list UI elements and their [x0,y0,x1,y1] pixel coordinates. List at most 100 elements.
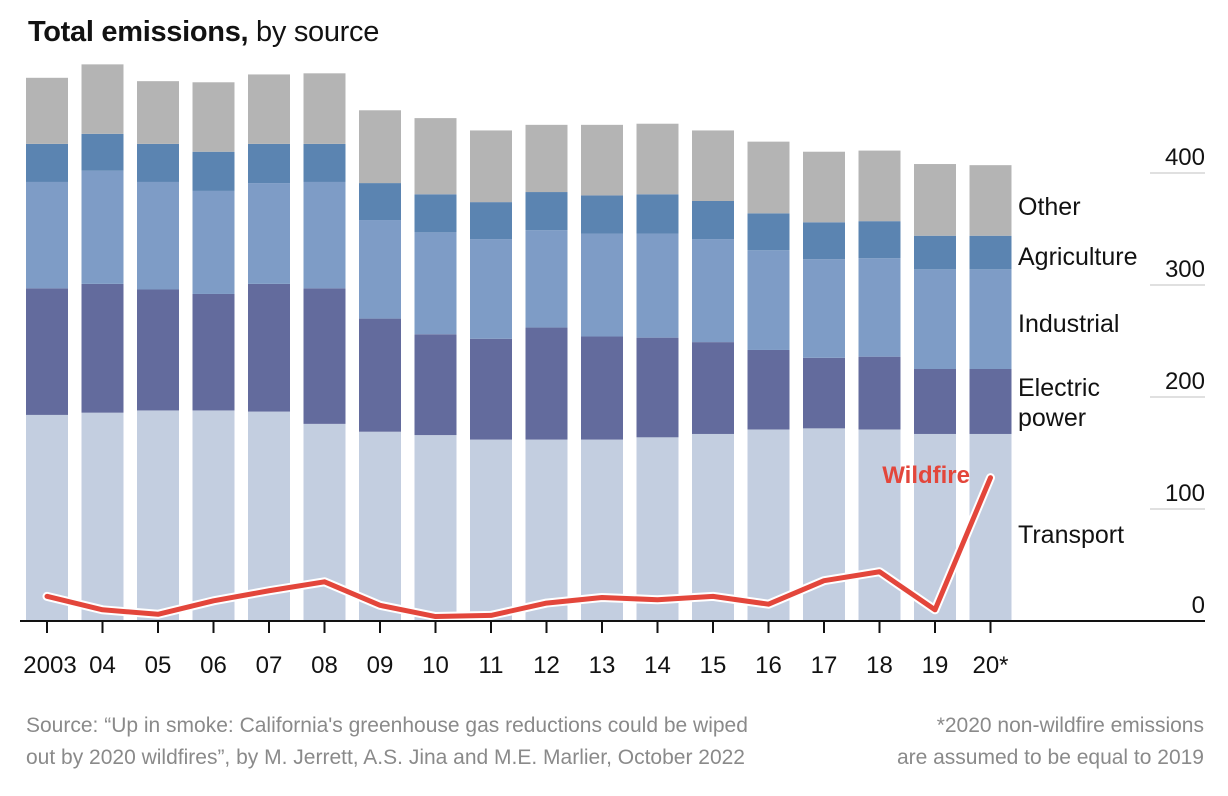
bar-transport [969,433,1012,621]
bar-industrial [248,183,290,284]
bar-electric-power [525,327,568,440]
bar-other [969,165,1012,236]
bar-other [192,82,235,152]
x-tick-label: 13 [589,652,616,679]
bar-other [747,141,790,214]
bar-industrial [692,239,734,343]
bar-agriculture [414,194,457,233]
bar-agriculture [137,143,179,182]
x-tick-label: 14 [644,652,671,679]
bar-transport [525,439,568,621]
y-tick-label: 200 [1165,368,1205,395]
footnote-line-2: are assumed to be equal to 2019 [896,746,1204,769]
x-tick-label: 18 [866,652,893,679]
bar-industrial [470,239,512,339]
x-tick-label: 07 [256,652,283,679]
bar-electric-power [858,356,901,430]
bar-other [858,150,901,222]
bar-electric-power [914,369,956,434]
x-tick-label: 11 [479,652,504,679]
bar-transport [692,433,734,621]
bar-electric-power [248,283,290,412]
source-line-1: Source: “Up in smoke: California's green… [26,714,748,737]
bar-transport [26,414,68,621]
x-tick-label: 04 [89,652,116,679]
bar-transport [747,429,790,621]
bar-agriculture [303,143,346,182]
bar-transport [359,431,401,621]
bar-other [26,77,68,144]
bar-transport [137,410,179,621]
bar-agriculture [747,213,790,251]
bar-other [581,124,623,196]
bar-agriculture [81,133,124,171]
bar-other [137,81,179,144]
bar-agriculture [636,194,679,234]
bar-industrial [137,181,179,290]
bar-agriculture [525,192,568,231]
x-tick-label: 12 [533,652,560,679]
bar-industrial [26,181,68,289]
series-label: Industrial [1018,310,1119,338]
bar-industrial [359,220,401,319]
wildfire-line [44,475,993,620]
series-label: Electric [1018,374,1100,402]
gridlines [1150,172,1205,510]
x-tick-label: 10 [422,652,449,679]
bar-electric-power [192,293,235,411]
bar-industrial [747,250,790,350]
bar-other [803,151,845,223]
bar-electric-power [747,349,790,430]
bar-agriculture [914,235,956,270]
bar-industrial [192,190,235,294]
bar-industrial [914,269,956,369]
x-tick-label: 05 [145,652,172,679]
bar-agriculture [803,222,845,260]
bar-transport [914,433,956,621]
x-axis: 2003 04 05 06 07 08 09 10 11 12 13 14 15 16 17 18 19 20* [20,620,1205,679]
footnote-line-1: *2020 non-wildfire emissions [936,714,1204,737]
bar-industrial [636,233,679,338]
bar-other [359,110,401,184]
bar-agriculture [692,201,734,240]
wildfire-line-layer: Wildfire [42,462,995,622]
series-label: Agriculture [1018,243,1138,271]
bar-industrial [414,232,457,335]
source-line-2: out by 2020 wildfires”, by M. Jerrett, A… [26,746,745,769]
y-tick-label: 400 [1165,144,1205,171]
x-tick-label: 19 [922,652,949,679]
bar-electric-power [803,357,845,429]
chart-title-bold: Total emissions, [28,16,249,48]
series-label: power [1018,404,1086,432]
bar-transport [581,439,623,621]
bar-agriculture [969,235,1012,270]
x-tick-label: 08 [311,652,338,679]
emissions-chart: Wildfire 2003 04 05 06 07 08 09 10 11 12 13 14 15 16 1… [20,64,1205,679]
bar-industrial [858,258,901,357]
bar-agriculture [26,143,68,182]
chart-title-rest: by source [248,16,380,48]
bar-electric-power [692,342,734,434]
x-tick-label: 15 [700,652,727,679]
x-tick-label: 2003 [23,652,76,679]
bar-other [81,64,124,134]
y-tick-label: 300 [1165,256,1205,283]
bar-electric-power [81,283,124,413]
bar-other [636,123,679,195]
wildfire-label: Wildfire [882,462,970,489]
x-tick-label: 17 [811,652,838,679]
bar-industrial [525,230,568,328]
bar-transport [470,439,512,621]
bar-transport [636,437,679,621]
bar-transport [192,410,235,621]
bar-electric-power [414,334,457,436]
bar-electric-power [581,336,623,440]
bar-other [470,130,512,203]
y-axis-ticks: 0 100 200 300 400 [1165,144,1205,619]
series-label: Other [1018,193,1081,221]
bar-agriculture [359,183,401,221]
bar-industrial [581,233,623,337]
bar-transport [81,412,124,621]
source-note: Source: “Up in smoke: California's green… [26,710,826,774]
bar-electric-power [470,338,512,440]
